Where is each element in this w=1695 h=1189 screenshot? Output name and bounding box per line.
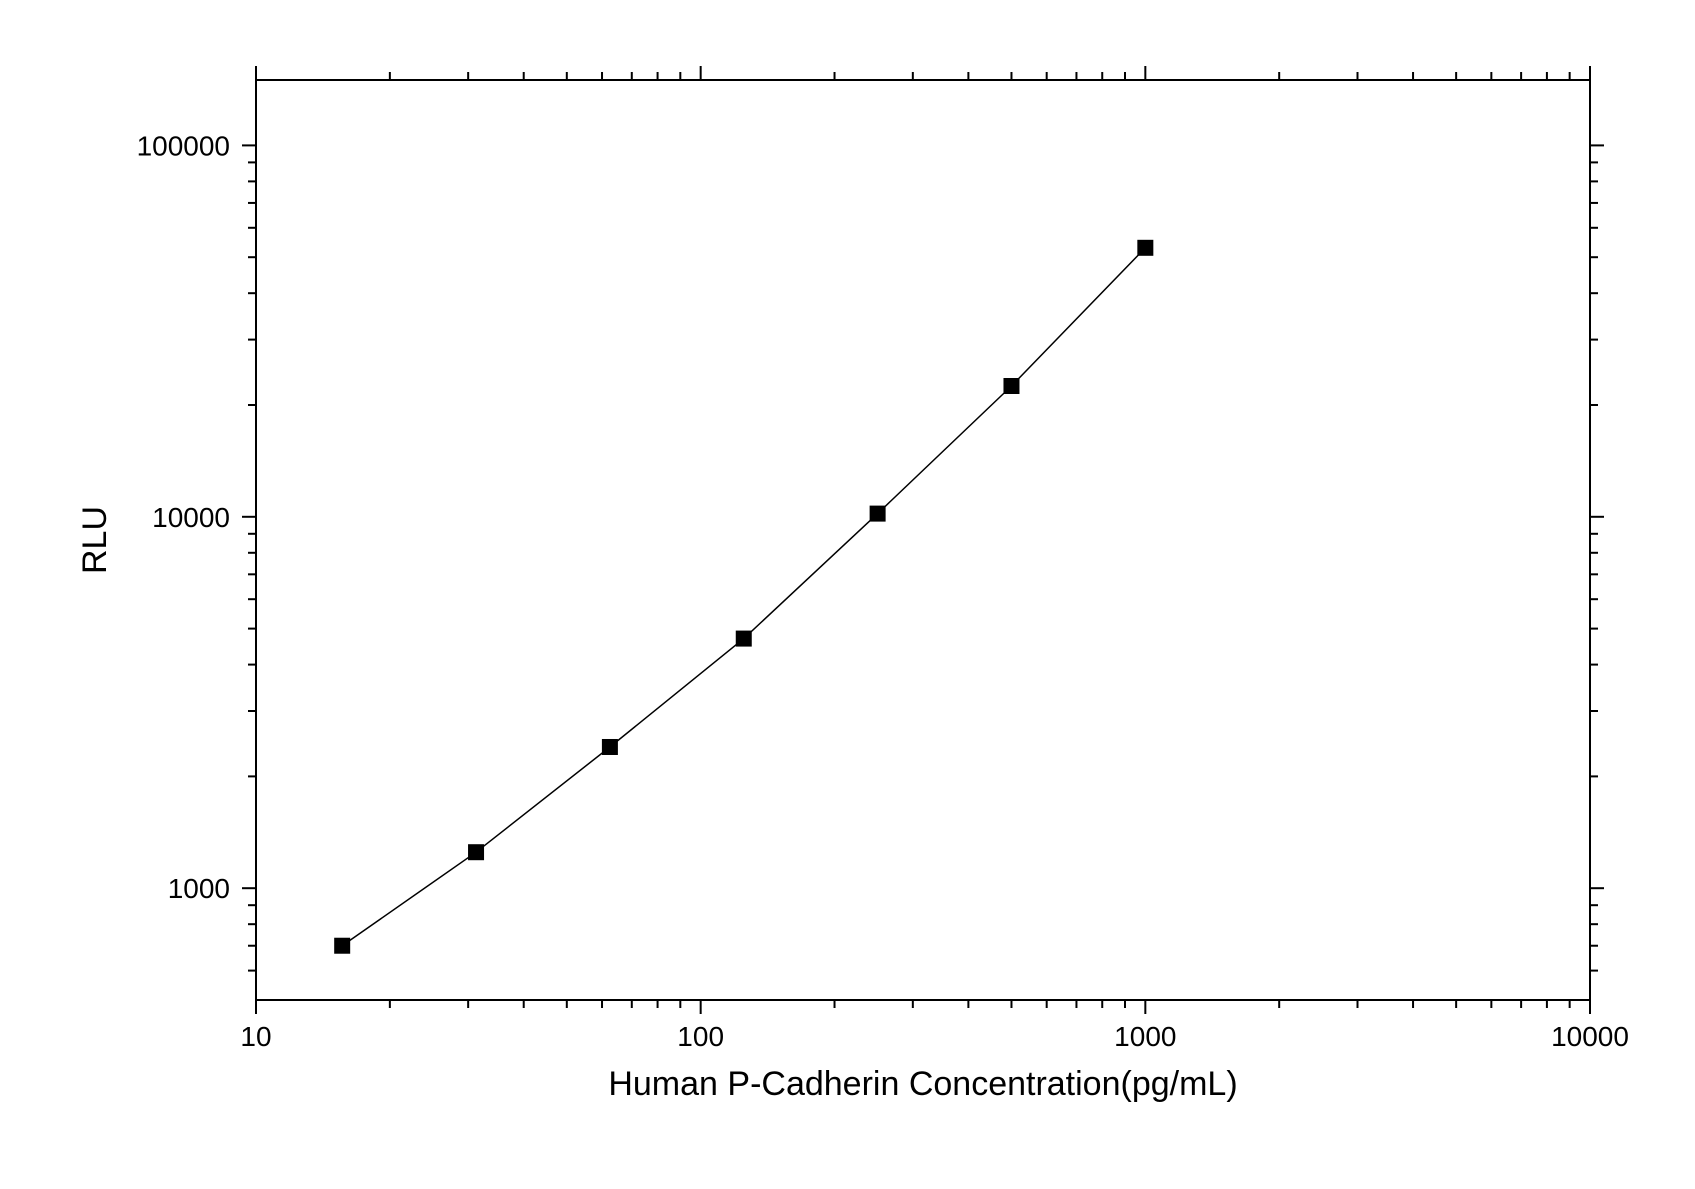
x-axis-label: Human P-Cadherin Concentration(pg/mL) xyxy=(608,1065,1237,1103)
x-tick-label: 1000 xyxy=(1114,1021,1176,1052)
plot-frame xyxy=(256,80,1590,1000)
y-axis-label: RLU xyxy=(76,506,114,574)
x-tick-label: 10 xyxy=(240,1021,271,1052)
y-tick-label: 100000 xyxy=(137,130,230,161)
chart-container: 10 100 1000 10000 1000 10000 100000 Human P-Cad… xyxy=(0,0,1695,1189)
x-tick-label: 10000 xyxy=(1551,1021,1629,1052)
data-marker xyxy=(1137,240,1153,256)
chart-svg: 10 100 1000 10000 1000 10000 100000 Human P-Cad… xyxy=(0,0,1695,1189)
data-marker xyxy=(334,938,350,954)
data-marker xyxy=(602,739,618,755)
x-tick-label: 100 xyxy=(677,1021,724,1052)
data-marker xyxy=(736,631,752,647)
y-tick-label: 10000 xyxy=(152,502,230,533)
series-line xyxy=(342,248,1145,946)
data-marker xyxy=(870,506,886,522)
data-marker xyxy=(1003,378,1019,394)
data-marker xyxy=(468,844,484,860)
y-tick-label: 1000 xyxy=(168,873,230,904)
